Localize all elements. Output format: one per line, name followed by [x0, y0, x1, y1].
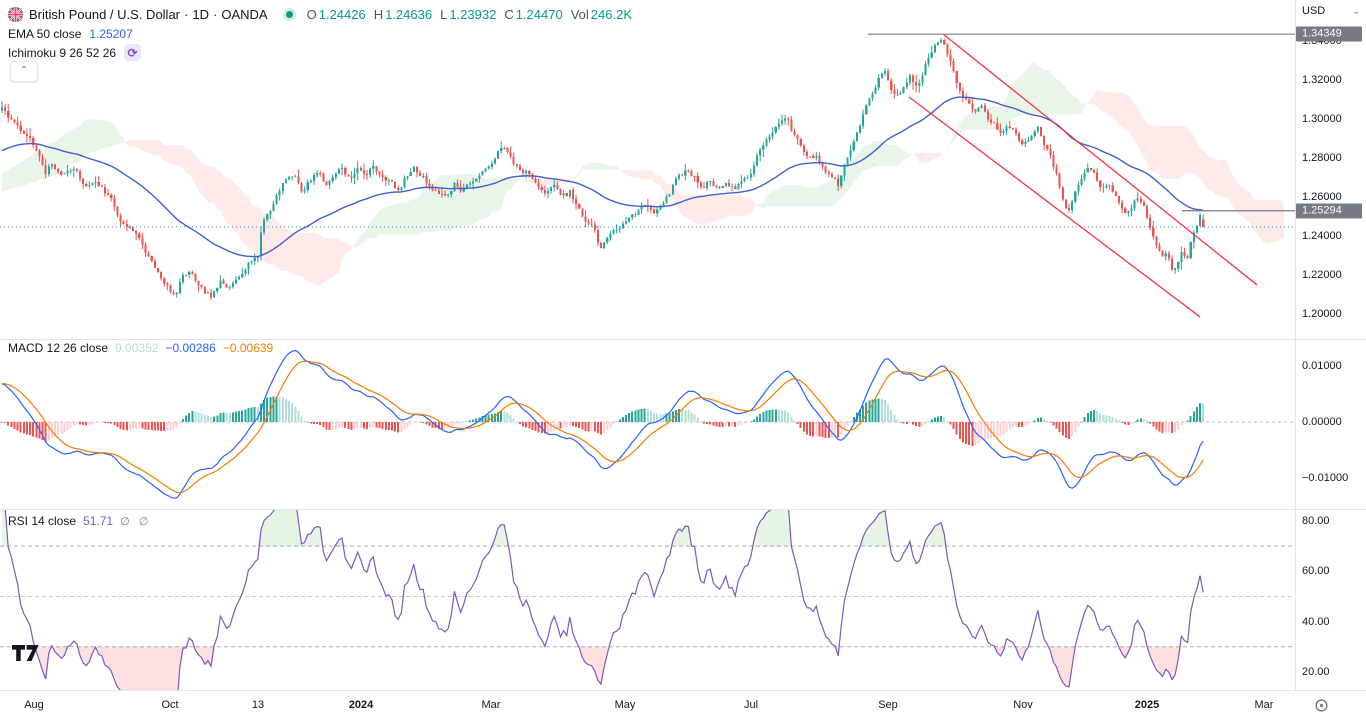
high-value: 1.24636	[385, 7, 433, 22]
time-axis-label: 13	[251, 699, 265, 711]
rsi-pane-header[interactable]: RSI 14 close 51.71 ∅ ∅	[8, 514, 151, 528]
macd-indicator-name: MACD 12 26 close	[8, 341, 109, 355]
price-tick-label: 1.22000	[1302, 269, 1342, 281]
volume-label: Vol	[570, 7, 589, 22]
volume-value: 246.2K	[590, 7, 632, 22]
interval-label[interactable]: 1D	[192, 7, 209, 22]
time-axis[interactable]: Aug Oct 13 2024 Mar May Jul Sep Nov 2025 Mar	[0, 691, 1366, 719]
rsi-indicator-name: RSI 14 close	[8, 514, 77, 528]
price-tick-label: 1.30000	[1302, 113, 1342, 125]
ema-indicator-name: EMA 50 close	[8, 26, 82, 41]
currency-label: USD	[1302, 5, 1326, 17]
rsi-tick-label: 40.00	[1302, 615, 1330, 628]
symbol-title[interactable]: British Pound / U.S. Dollar	[29, 7, 181, 22]
time-axis-label: Sep	[878, 699, 898, 711]
low-value: 1.23932	[449, 7, 497, 22]
rsi-indicator-value: 51.71	[83, 514, 114, 528]
exchange-label[interactable]: OANDA	[221, 7, 268, 22]
symbol-row: British Pound / U.S. Dollar · 1D · OANDA…	[8, 5, 632, 24]
macd-pane-header[interactable]: MACD 12 26 close 0.00352 −0.00286 −0.00639	[8, 341, 273, 355]
rsi-tick-label: 20.00	[1302, 665, 1330, 678]
price-axis[interactable]: USD ⌄ 1.340001.320001.300001.280001.2600…	[1296, 0, 1366, 719]
macd-value: −0.00286	[165, 341, 216, 355]
time-axis-label: Mar	[1254, 699, 1274, 711]
separator: ·	[184, 7, 189, 22]
tradingview-logo[interactable]	[12, 645, 39, 662]
time-axis-label: Oct	[161, 699, 179, 711]
time-axis-label: May	[614, 699, 636, 711]
macd-tick-label: 0.01000	[1302, 360, 1342, 372]
ichimoku-indicator-name: Ichimoku 9 26 52 26	[8, 45, 117, 60]
ohlc-values: O 1.24426 H 1.24636 L 1.23932 C 1.24470 Vol 2…	[307, 7, 632, 22]
time-axis-label: 2024	[348, 699, 374, 711]
price-level-badge: 1.25294	[1296, 203, 1362, 219]
rsi-hidden-band-markers: ∅ ∅	[120, 515, 152, 528]
time-axis-label: Mar	[481, 699, 501, 711]
high-label: H	[373, 7, 384, 22]
macd-tick-label: 0.00000	[1302, 416, 1342, 428]
open-value: 1.24426	[318, 7, 366, 22]
macd-tick-label: −0.01000	[1302, 472, 1349, 484]
ichimoku-legend-row[interactable]: Ichimoku 9 26 52 26 ⟳	[8, 43, 632, 62]
rsi-tick-label: 80.00	[1302, 515, 1330, 527]
price-tick-label: 1.24000	[1302, 230, 1342, 242]
timezone-settings-icon[interactable]	[1314, 698, 1329, 713]
time-axis-label: 2025	[1134, 699, 1160, 711]
market-status-dot[interactable]	[285, 11, 293, 18]
gbp-flag-icon	[8, 7, 23, 22]
macd-value: 0.00352	[115, 341, 159, 355]
chart-legend: British Pound / U.S. Dollar · 1D · OANDA…	[8, 5, 632, 62]
price-tick-label: 1.32000	[1302, 74, 1342, 86]
low-label: L	[440, 7, 448, 22]
open-label: O	[306, 7, 317, 22]
legend-collapse-button[interactable]: ⌃	[10, 61, 38, 82]
time-axis-label: Aug	[24, 699, 44, 711]
currency-selector[interactable]: USD ⌄	[1302, 5, 1360, 17]
time-axis-label: Jul	[743, 699, 759, 711]
price-tick-label: 1.26000	[1302, 191, 1342, 203]
time-axis-label: Nov	[1013, 699, 1033, 711]
ema-legend-row[interactable]: EMA 50 close 1.25207	[8, 24, 632, 43]
chevron-down-icon: ⌄	[1352, 5, 1360, 16]
close-value: 1.24470	[515, 7, 563, 22]
rsi-tick-label: 60.00	[1302, 565, 1330, 578]
close-label: C	[504, 7, 514, 22]
price-level-badge: 1.34349	[1296, 26, 1362, 42]
macd-values: 0.00352 −0.00286 −0.00639	[108, 341, 273, 355]
price-tick-label: 1.20000	[1302, 308, 1342, 320]
ema-indicator-value: 1.25207	[89, 26, 133, 41]
ichimoku-loading-icon: ⟳	[124, 44, 142, 61]
separator: ·	[212, 7, 218, 22]
price-tick-label: 1.28000	[1302, 152, 1342, 164]
macd-value: −0.00639	[222, 341, 274, 355]
